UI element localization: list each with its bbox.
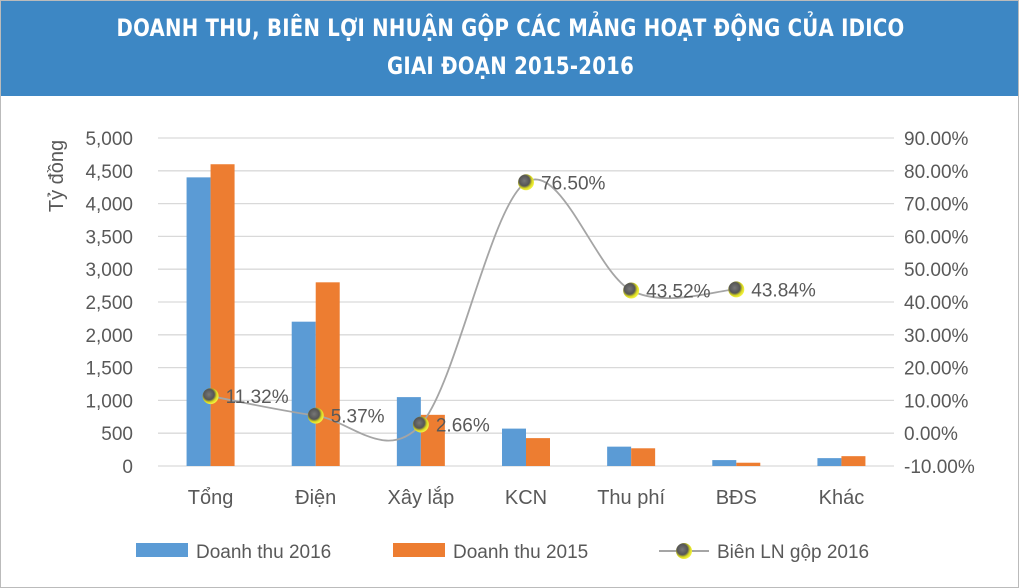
margin-data-label: 5.37% [331, 407, 385, 428]
chart-title-line-1: DOANH THU, BIÊN LỢI NHUẬN GỘP CÁC MẢNG H… [116, 14, 905, 42]
legend-marker [676, 543, 692, 559]
margin-data-label: 11.32% [226, 387, 289, 408]
y2-tick-label: 80.00% [904, 162, 969, 183]
y2-tick-label: 0.00% [904, 424, 958, 445]
margin-data-label: 2.66% [436, 415, 490, 436]
bar-doanh-thu-2016 [186, 177, 211, 467]
y-tick-label: 4,000 [85, 195, 133, 216]
y-tick-label: 4,500 [85, 162, 133, 183]
margin-data-label: 76.50% [541, 173, 606, 194]
y2-tick-label: 10.00% [904, 391, 969, 412]
y-tick-label: 1,500 [85, 359, 133, 380]
margin-marker [307, 407, 324, 424]
x-tick-label: Khác [819, 487, 865, 509]
legend-label: Doanh thu 2016 [196, 542, 331, 563]
y2-tick-label: -10.00% [904, 457, 975, 478]
x-tick-label: KCN [505, 487, 547, 509]
margin-marker [202, 388, 219, 405]
y-tick-label: 2,000 [85, 326, 133, 347]
y-tick-label: 5,000 [85, 129, 133, 150]
bar-doanh-thu-2015 [210, 164, 235, 467]
y-tick-label: 3,500 [85, 227, 133, 248]
bar-doanh-thu-2016 [396, 397, 421, 466]
x-tick-label: BĐS [716, 487, 757, 509]
legend-swatch-2015 [393, 543, 445, 557]
y2-tick-label: 30.00% [904, 326, 969, 347]
bar-doanh-thu-2016 [291, 321, 316, 466]
margin-marker [728, 281, 745, 298]
bar-doanh-thu-2016 [712, 460, 737, 466]
x-tick-label: Tổng [188, 487, 234, 509]
y-tick-label: 3,000 [85, 260, 133, 281]
bar-doanh-thu-2016 [817, 458, 842, 466]
y2-tick-label: 20.00% [904, 359, 969, 380]
bar-doanh-thu-2015 [736, 462, 761, 466]
bar-doanh-thu-2016 [607, 446, 632, 466]
x-tick-label: Thu phí [597, 487, 665, 509]
bar-doanh-thu-2015 [315, 282, 340, 466]
y2-tick-label: 50.00% [904, 260, 969, 281]
bar-doanh-thu-2015 [841, 456, 866, 466]
legend-swatch-2016 [136, 543, 188, 557]
chart-title-line-2: GIAI ĐOẠN 2015-2016 [386, 52, 635, 80]
x-tick-label: Xây lắp [387, 486, 454, 509]
legend-label: Doanh thu 2015 [453, 542, 588, 563]
y2-tick-label: 60.00% [904, 227, 969, 248]
y-tick-label: 500 [101, 424, 133, 445]
y-axis-label: Tỷ đồng [46, 140, 68, 212]
margin-data-label: 43.52% [646, 281, 711, 302]
bar-doanh-thu-2015 [526, 438, 550, 466]
legend-label: Biên LN gộp 2016 [717, 542, 869, 563]
y2-tick-label: 70.00% [904, 195, 969, 216]
y-tick-label: 1,000 [85, 391, 133, 412]
margin-marker [518, 174, 534, 191]
margin-marker [412, 416, 429, 433]
bar-doanh-thu-2015 [631, 448, 656, 466]
y-tick-label: 2,500 [85, 293, 133, 314]
bar-doanh-thu-2016 [502, 428, 526, 466]
y-tick-label: 0 [122, 457, 133, 478]
y2-tick-label: 40.00% [904, 293, 969, 314]
margin-line [210, 178, 737, 442]
margin-marker [623, 282, 640, 299]
margin-data-label: 43.84% [751, 280, 816, 301]
y2-tick-label: 90.00% [904, 129, 969, 150]
x-tick-label: Điện [295, 487, 336, 509]
chart-title-banner: DOANH THU, BIÊN LỢI NHUẬN GỘP CÁC MẢNG H… [1, 1, 1018, 96]
